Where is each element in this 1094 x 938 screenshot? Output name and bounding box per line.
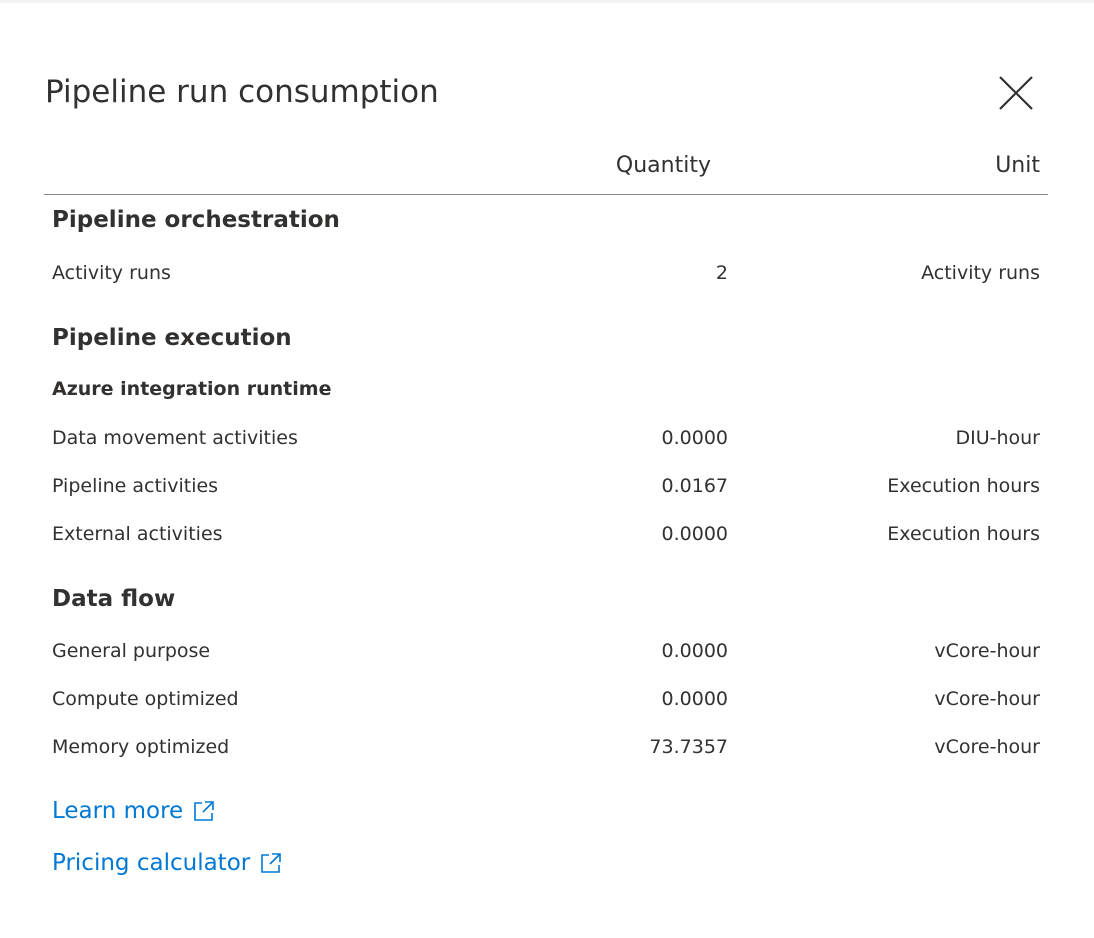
row-unit: Execution hours — [887, 523, 1040, 545]
learn-more-link[interactable]: Learn more — [52, 798, 215, 824]
row-unit: vCore-hour — [934, 688, 1040, 710]
dialog-title: Pipeline run consumption — [45, 74, 439, 110]
section-title-execution: Pipeline execution — [52, 325, 292, 351]
table-row: General purpose 0.0000 vCore-hour — [52, 640, 1040, 668]
learn-more-label: Learn more — [52, 798, 184, 824]
row-quantity: 0.0167 — [661, 475, 728, 497]
table-row: External activities 0.0000 Execution hou… — [52, 523, 1040, 551]
row-unit: Execution hours — [887, 475, 1040, 497]
row-label: Memory optimized — [52, 736, 230, 758]
table-row: Data movement activities 0.0000 DIU-hour — [52, 427, 1040, 455]
close-icon — [996, 71, 1036, 111]
column-header-unit: Unit — [995, 153, 1040, 178]
row-label: Compute optimized — [52, 688, 239, 710]
row-quantity: 0.0000 — [661, 640, 728, 662]
row-quantity: 0.0000 — [661, 427, 728, 449]
row-unit: vCore-hour — [934, 640, 1040, 662]
table-row: Activity runs 2 Activity runs — [52, 262, 1040, 290]
column-header-quantity: Quantity — [615, 153, 711, 178]
row-quantity: 0.0000 — [661, 688, 728, 710]
table-row: Pipeline activities 0.0167 Execution hou… — [52, 475, 1040, 503]
section-title-dataflow: Data flow — [52, 586, 176, 612]
row-label: Data movement activities — [52, 427, 298, 449]
section-title-orchestration: Pipeline orchestration — [52, 207, 340, 233]
row-quantity: 0.0000 — [661, 523, 728, 545]
row-quantity: 73.7357 — [649, 736, 728, 758]
row-label: Activity runs — [52, 262, 171, 284]
header-divider — [44, 194, 1048, 195]
close-button[interactable] — [996, 71, 1036, 111]
pricing-calculator-link[interactable]: Pricing calculator — [52, 850, 282, 876]
table-row: Compute optimized 0.0000 vCore-hour — [52, 688, 1040, 716]
row-label: External activities — [52, 523, 223, 545]
pricing-calculator-label: Pricing calculator — [52, 850, 251, 876]
top-border — [0, 0, 1094, 3]
external-link-icon — [260, 852, 282, 874]
external-link-icon — [193, 800, 215, 822]
subsection-title-azure-ir: Azure integration runtime — [52, 378, 332, 400]
table-row: Memory optimized 73.7357 vCore-hour — [52, 736, 1040, 764]
row-unit: Activity runs — [921, 262, 1040, 284]
row-unit: DIU-hour — [955, 427, 1040, 449]
row-unit: vCore-hour — [934, 736, 1040, 758]
row-label: General purpose — [52, 640, 211, 662]
row-quantity: 2 — [715, 262, 728, 284]
row-label: Pipeline activities — [52, 475, 219, 497]
